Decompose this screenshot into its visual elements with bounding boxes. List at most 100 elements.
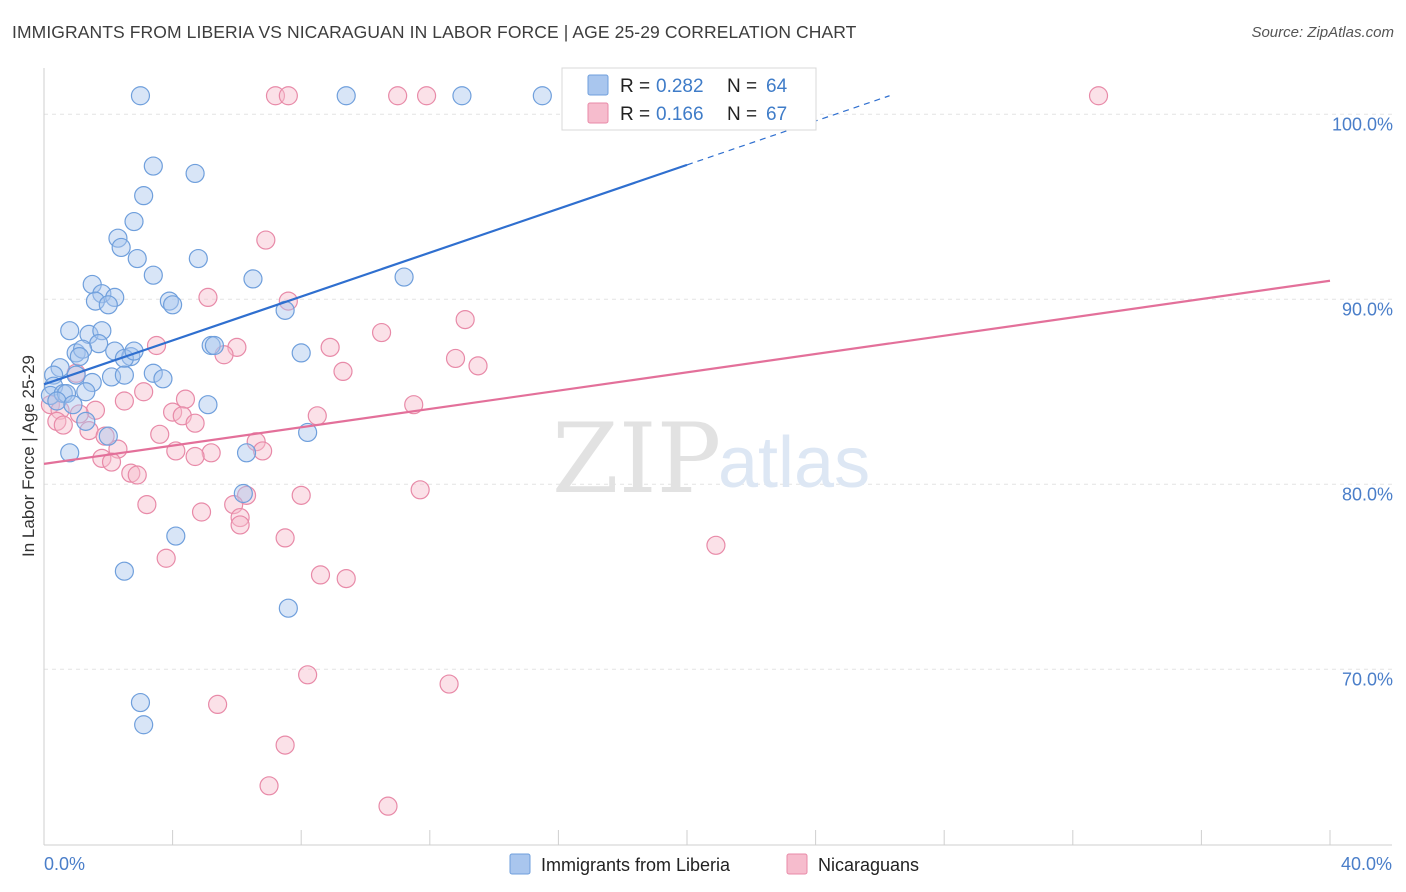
liberia-point-57 xyxy=(236,443,257,463)
liberia-point-1 xyxy=(336,86,356,106)
nicaraguans-point-48 xyxy=(137,495,157,515)
legend-r-value-nicaraguans: 0.166 xyxy=(656,104,704,125)
legend-n-value-liberia: 64 xyxy=(766,76,788,97)
liberia-point-58 xyxy=(233,483,253,504)
y-tick-label-80: 80.0% xyxy=(1342,484,1393,504)
nicaraguans-point-39 xyxy=(253,441,273,461)
liberia-point-26 xyxy=(89,334,109,354)
liberia-point-52 xyxy=(198,395,218,415)
liberia-point-48 xyxy=(56,384,77,404)
nicaraguans-point-57 xyxy=(336,568,356,589)
liberia-point-41 xyxy=(114,365,134,385)
bottom-legend-label-nicaraguans: Nicaraguans xyxy=(818,855,919,875)
y-tick-labels: 70.0% 80.0% 90.0% 100.0% xyxy=(1332,114,1393,689)
y-tick-label-100: 100.0% xyxy=(1332,114,1393,134)
nicaraguans-point-41 xyxy=(185,446,205,467)
y-axis-label: In Labor Force | Age 25-29 xyxy=(19,355,38,557)
liberia-point-12 xyxy=(143,265,163,285)
liberia-point-10 xyxy=(127,248,147,269)
nicaraguans-point-6 xyxy=(198,287,218,307)
nicaraguans-point-3 xyxy=(416,86,437,106)
liberia-point-50 xyxy=(47,391,67,411)
bottom-legend: Immigrants from Liberia Nicaraguans xyxy=(509,853,919,875)
legend-r-label-nicaraguans: R = xyxy=(620,104,650,125)
nicaraguans-point-63 xyxy=(378,796,398,816)
nicaraguans-point-2 xyxy=(388,86,408,106)
liberia-point-49 xyxy=(76,382,96,402)
nicaraguans-point-12 xyxy=(320,337,340,357)
liberia-trend-line xyxy=(43,163,688,386)
nicaraguans-point-55 xyxy=(156,548,176,568)
liberia-point-9 xyxy=(111,237,131,258)
nicaraguans-point-50 xyxy=(191,502,212,522)
liberia-point-18 xyxy=(85,291,106,311)
nicaraguans-point-16 xyxy=(333,361,353,381)
nicaraguans-point-56 xyxy=(310,565,331,585)
liberia-point-61 xyxy=(278,598,298,618)
nicaraguans-point-58 xyxy=(298,665,318,685)
liberia-point-60 xyxy=(114,561,134,581)
legend-n-label-nicaraguans: N = xyxy=(727,104,757,125)
trend-lines xyxy=(43,95,1331,465)
nicaraguans-point-24 xyxy=(85,400,106,420)
y-tick-label-90: 90.0% xyxy=(1342,299,1393,319)
y-tick-label-70: 70.0% xyxy=(1342,669,1393,689)
nicaraguans-point-42 xyxy=(101,452,122,472)
nicaraguans-point-54 xyxy=(706,535,726,555)
nicaraguans-point-33 xyxy=(150,424,170,444)
liberia-point-37 xyxy=(50,358,70,378)
nicaraguans-point-43 xyxy=(121,463,141,483)
liberia-point-63 xyxy=(134,715,154,735)
liberia-trend-line-extension xyxy=(686,95,890,166)
liberia-point-5 xyxy=(185,163,205,184)
nicaraguans-point-8 xyxy=(455,310,475,330)
liberia-point-7 xyxy=(124,211,144,232)
nicaraguans-point-20 xyxy=(175,389,196,409)
liberia-point-6 xyxy=(134,186,154,206)
legend-swatch-liberia xyxy=(587,74,609,96)
liberia-point-17 xyxy=(105,287,125,307)
nicaraguans-point-31 xyxy=(185,413,205,433)
liberia-point-39 xyxy=(66,365,86,385)
liberia-point-43 xyxy=(153,369,173,389)
liberia-point-28 xyxy=(204,335,224,356)
liberia-point-19 xyxy=(98,295,118,315)
nicaraguans-point-1 xyxy=(278,86,298,106)
x-ticks xyxy=(172,830,1331,845)
nicaraguans-point-47 xyxy=(236,485,257,505)
nicaraguans-point-51 xyxy=(230,507,250,528)
liberia-point-31 xyxy=(69,347,89,367)
nicaraguans-point-62 xyxy=(259,776,279,796)
liberia-point-36 xyxy=(291,343,311,363)
liberia-point-59 xyxy=(166,526,186,546)
legend-swatch-nicaraguans xyxy=(587,102,609,124)
liberia-point-14 xyxy=(394,267,414,287)
nicaraguans-point-15 xyxy=(468,356,488,376)
bottom-legend-label-liberia: Immigrants from Liberia xyxy=(541,855,731,875)
nicaraguans-point-4 xyxy=(1088,86,1109,106)
nicaraguans-points xyxy=(40,86,1109,816)
nicaraguans-point-60 xyxy=(208,694,228,715)
nicaraguans-point-18 xyxy=(134,382,154,402)
nicaraguans-point-14 xyxy=(445,348,466,369)
liberia-point-44 xyxy=(82,372,102,393)
x-tick-label-max: 40.0% xyxy=(1341,854,1392,874)
liberia-point-56 xyxy=(60,443,80,463)
liberia-point-21 xyxy=(163,295,183,315)
nicaraguans-trend-line xyxy=(43,279,1331,465)
legend-r-label-liberia: R = xyxy=(620,76,650,97)
watermark-atlas: atlas xyxy=(718,423,870,503)
liberia-point-20 xyxy=(159,291,179,311)
chart-title: IMMIGRANTS FROM LIBERIA VS NICARAGUAN IN… xyxy=(12,22,857,42)
source-credit: Source: ZipAtlas.com xyxy=(1251,24,1394,41)
bottom-legend-swatch-liberia xyxy=(509,853,531,875)
nicaraguans-point-28 xyxy=(307,406,327,426)
bottom-legend-swatch-nicaraguans xyxy=(786,853,808,875)
liberia-point-4 xyxy=(143,156,163,176)
x-tick-label-min: 0.0% xyxy=(44,854,85,874)
liberia-point-55 xyxy=(98,426,118,446)
nicaraguans-point-46 xyxy=(291,485,311,505)
nicaraguans-point-52 xyxy=(230,515,250,535)
liberia-point-53 xyxy=(76,411,96,431)
